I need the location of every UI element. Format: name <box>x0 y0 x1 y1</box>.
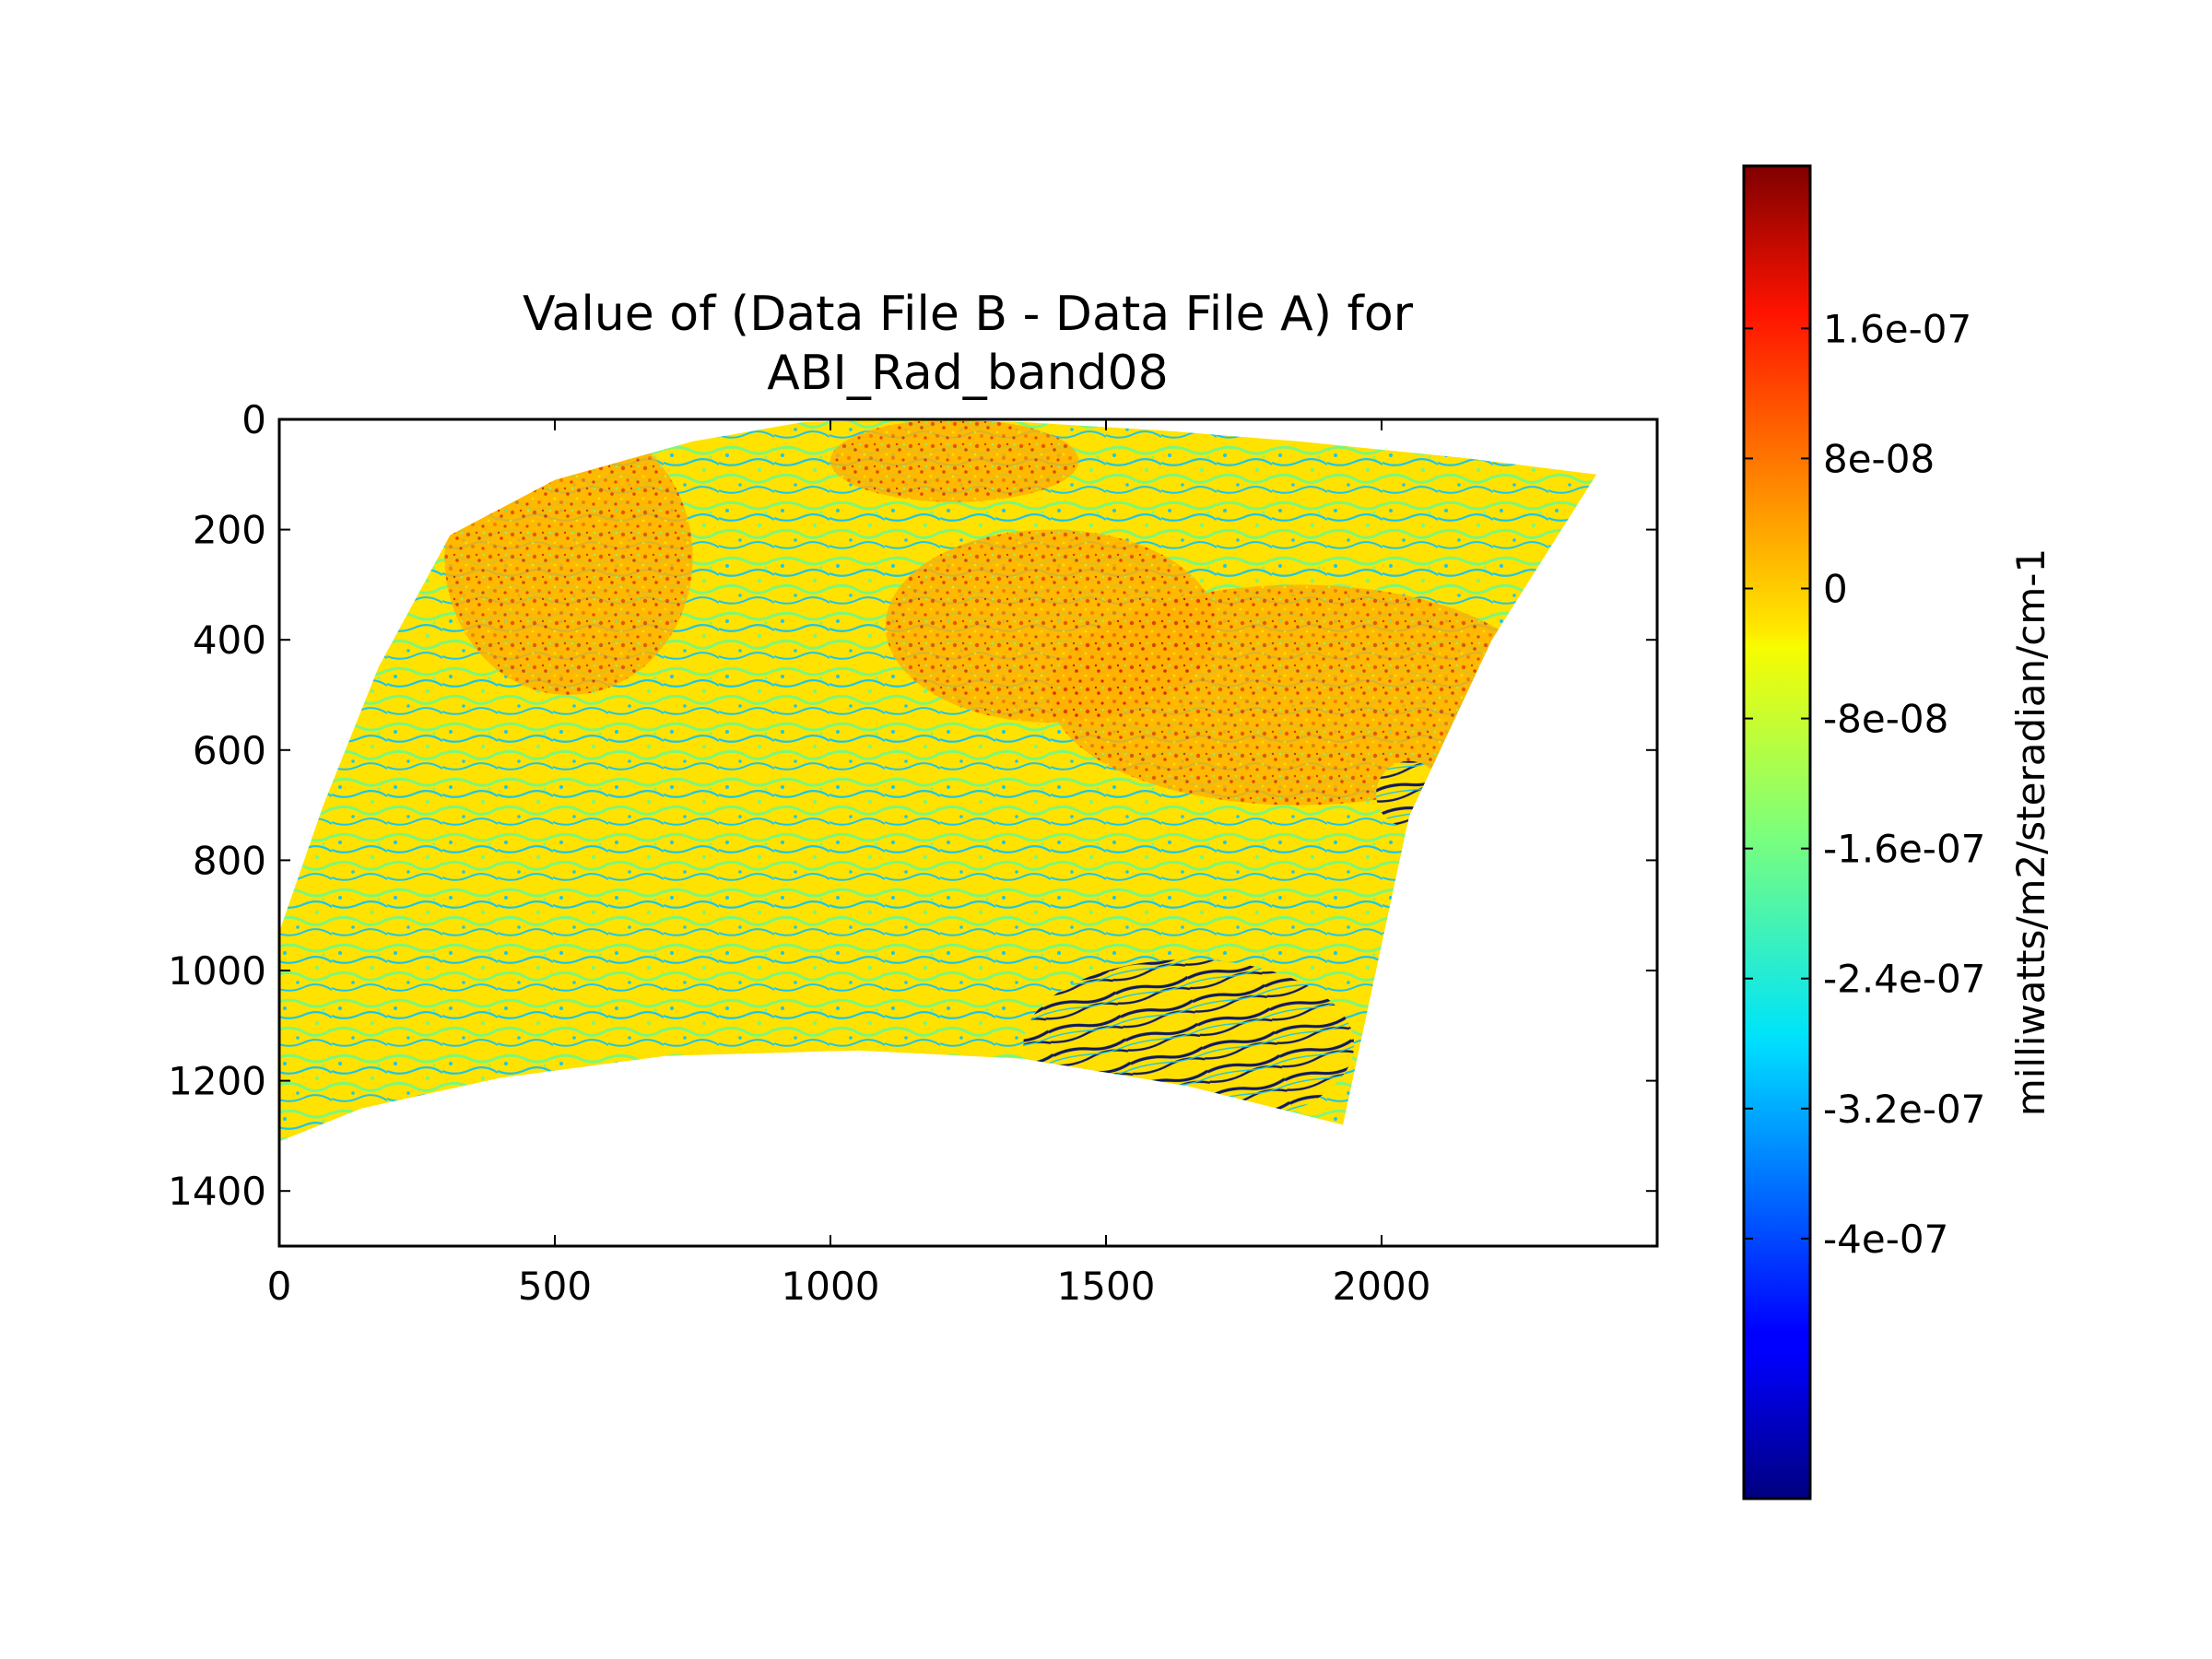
colorbar-tick-label: -4e-07 <box>1823 1217 1948 1262</box>
y-tick-label: 0 <box>241 397 266 442</box>
colorbar-tick-label: -3.2e-07 <box>1823 1087 1985 1132</box>
colorbar-tick-label: 0 <box>1823 566 1848 611</box>
x-tick-label: 2000 <box>1333 1264 1431 1309</box>
y-tick-label: 1000 <box>168 948 266 994</box>
plot-frame <box>277 418 1659 1248</box>
x-axis: 0 500 1000 1500 2000 <box>267 419 1431 1309</box>
feature-upper-center <box>830 419 1079 502</box>
colorbar-tick-label: -1.6e-07 <box>1823 827 1985 872</box>
colorbar-tick-label: -2.4e-07 <box>1823 957 1985 1002</box>
y-axis: 0 200 400 600 800 1000 1200 1400 <box>168 397 1657 1214</box>
y-tick-label: 1200 <box>168 1059 266 1104</box>
y-tick-label: 600 <box>193 728 266 773</box>
colorbar-tick-label: 8e-08 <box>1823 436 1935 481</box>
plot-area: 0 500 1000 1500 2000 0 200 400 600 800 1000 1200 14… <box>168 397 1659 1309</box>
feature-right <box>1051 584 1547 806</box>
x-tick-label: 0 <box>267 1264 292 1309</box>
colorbar-tick-label: 1.6e-07 <box>1823 306 1971 351</box>
colorbar-ticks: 1.6e-07 8e-08 0 -8e-08 -1.6e-07 -2.4e-07 -3.2e… <box>1744 306 1985 1262</box>
colorbar: 1.6e-07 8e-08 0 -8e-08 -1.6e-07 -2.4e-07 -3.2e… <box>1742 164 2053 1500</box>
chart-title-line-1: Value of (Data File B - Data File A) for <box>523 287 1414 342</box>
y-tick-label: 1400 <box>168 1169 266 1214</box>
colorbar-gradient <box>1742 164 1812 1500</box>
y-tick-label: 800 <box>193 838 266 883</box>
chart-title-line-2: ABI_Rad_band08 <box>767 346 1168 401</box>
x-tick-label: 1000 <box>782 1264 880 1309</box>
x-tick-label: 1500 <box>1057 1264 1156 1309</box>
colorbar-tick-label: -8e-08 <box>1823 697 1948 742</box>
y-tick-label: 400 <box>193 618 266 663</box>
colorbar-label: milliwatts/m2/steradian/cm-1 <box>2008 548 2053 1116</box>
y-tick-label: 200 <box>193 508 266 553</box>
x-tick-label: 500 <box>518 1264 592 1309</box>
